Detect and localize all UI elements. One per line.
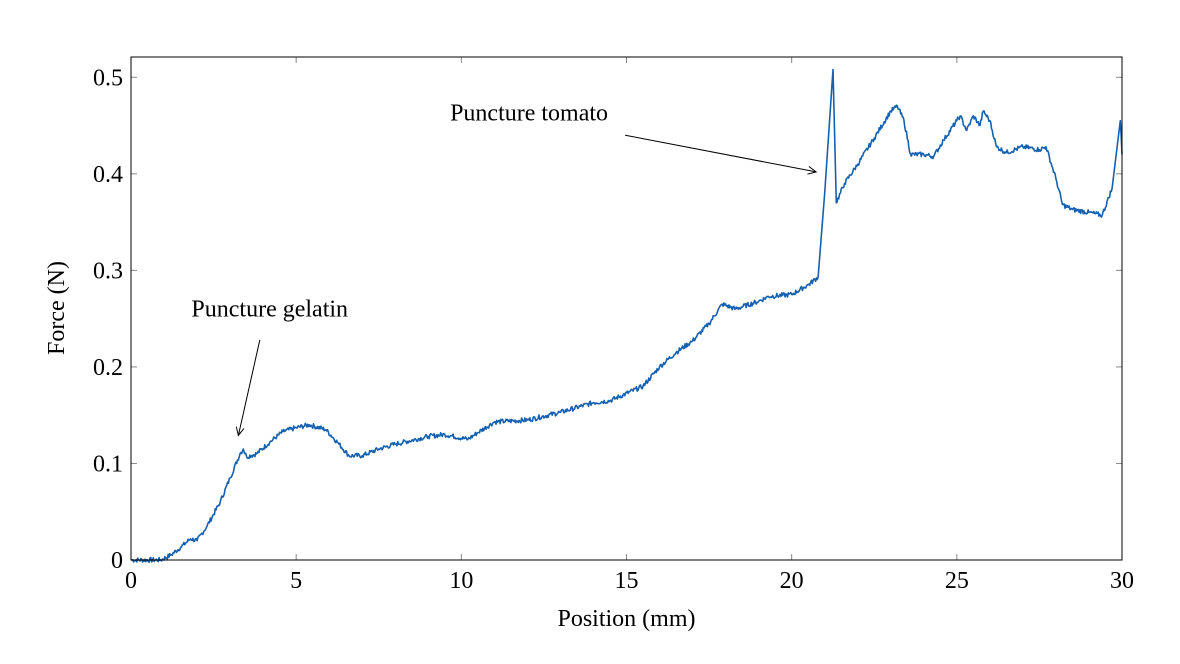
plot-frame [130,56,1123,561]
x-tick-label: 5 [290,568,302,594]
y-tick-label: 0.2 [93,355,123,381]
y-tick-label: 0.1 [93,451,123,477]
annotation-arrow [625,134,817,173]
x-tick-label: 25 [945,568,969,594]
annotation-label: Puncture tomato [450,101,608,127]
annotations: Puncture gelatin Puncture tomato [191,101,818,437]
y-tick-label: 0.4 [93,162,123,188]
y-tick-label: 0.5 [93,65,123,91]
force-series-line [131,68,1123,563]
x-tick-label: 15 [615,568,639,594]
annotation-label: Puncture gelatin [191,297,348,323]
x-tick-label: 20 [780,568,804,594]
arrow-head-icon [807,166,818,175]
x-tick-label: 30 [1110,568,1134,594]
ticks: 0 5 10 15 20 25 30 0 0.1 0.2 0.3 0.4 0.5 [93,57,1134,594]
arrow-head-icon [235,426,245,437]
annotation-arrow [237,339,261,436]
y-tick-label: 0 [111,548,123,574]
y-tick-label: 0.3 [93,258,123,284]
y-axis-label: Force (N) [44,261,70,355]
x-axis-label: Position (mm) [557,606,695,632]
x-tick-label: 0 [125,568,137,594]
x-tick-label: 10 [449,568,473,594]
